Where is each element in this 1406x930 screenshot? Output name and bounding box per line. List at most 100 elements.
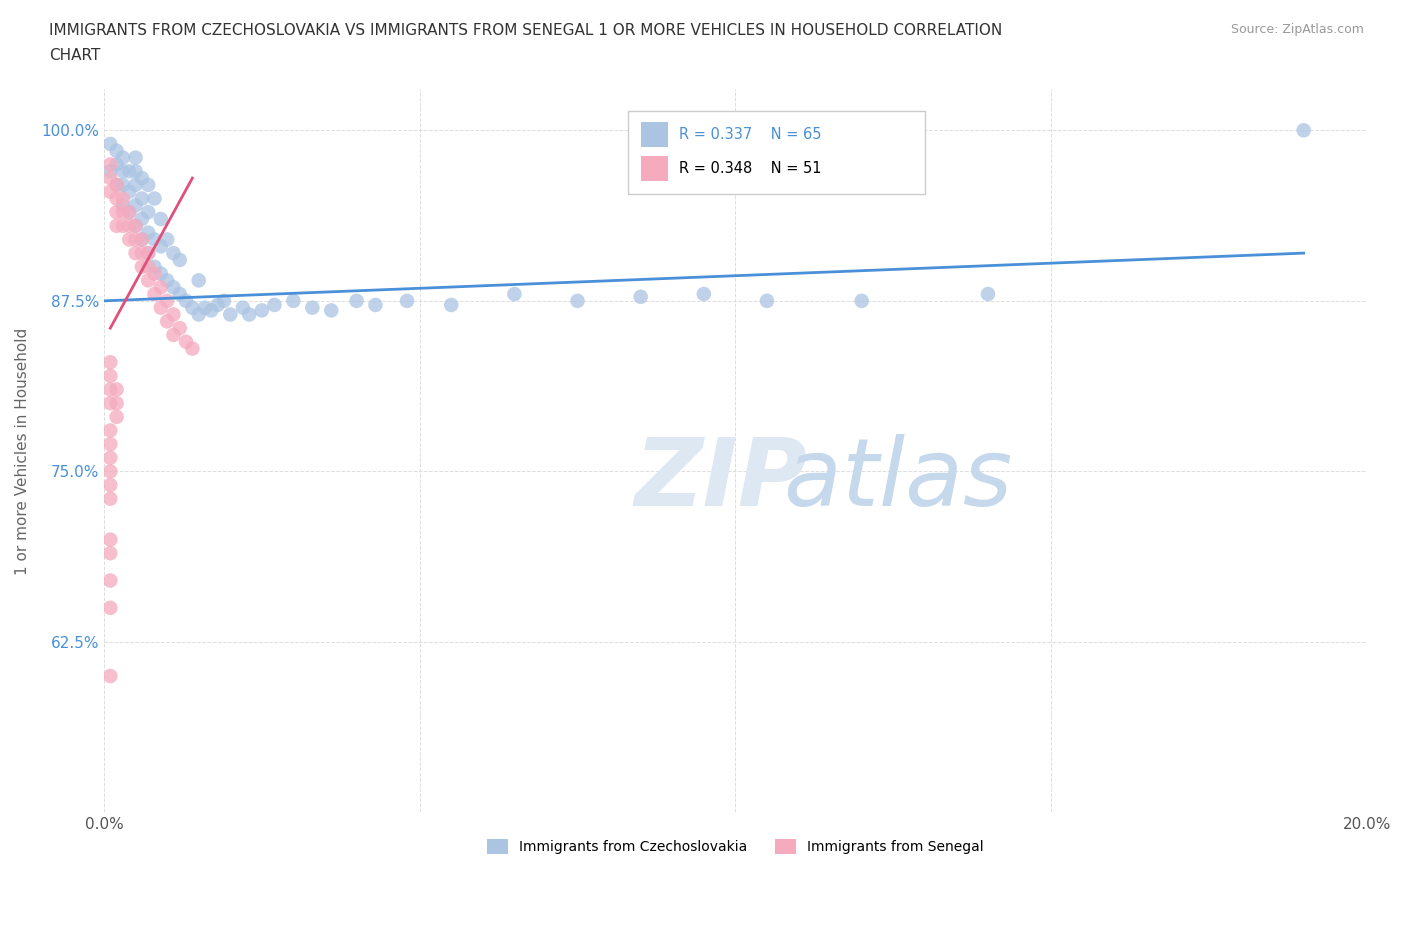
Point — [98, 478, 121, 493]
Point — [131, 232, 153, 246]
Point — [131, 170, 153, 185]
Point — [162, 246, 184, 260]
Point — [131, 191, 153, 206]
FancyBboxPatch shape — [641, 122, 668, 147]
Point — [98, 137, 121, 152]
Point — [149, 211, 172, 226]
Point — [630, 289, 652, 304]
Point — [98, 164, 121, 179]
Point — [124, 219, 146, 233]
Point — [149, 239, 172, 254]
Point — [118, 219, 141, 233]
Text: R = 0.337    N = 65: R = 0.337 N = 65 — [679, 127, 821, 142]
Point — [503, 286, 526, 301]
Point — [105, 205, 128, 219]
Point — [131, 211, 153, 226]
Point — [98, 546, 121, 561]
Point — [118, 164, 141, 179]
Point — [105, 178, 128, 193]
Point — [136, 246, 159, 260]
Text: ZIP: ZIP — [634, 433, 807, 525]
Point — [98, 464, 121, 479]
Point — [118, 205, 141, 219]
Point — [124, 198, 146, 213]
Text: atlas: atlas — [634, 434, 1012, 525]
Point — [169, 252, 191, 267]
Point — [98, 368, 121, 383]
Text: IMMIGRANTS FROM CZECHOSLOVAKIA VS IMMIGRANTS FROM SENEGAL 1 OR MORE VEHICLES IN : IMMIGRANTS FROM CZECHOSLOVAKIA VS IMMIGR… — [49, 23, 1002, 38]
Point — [98, 437, 121, 452]
Point — [98, 396, 121, 411]
Point — [440, 298, 463, 312]
Point — [98, 532, 121, 547]
Point — [169, 321, 191, 336]
Point — [301, 300, 323, 315]
Point — [111, 219, 134, 233]
Point — [187, 272, 209, 287]
Point — [283, 293, 305, 308]
Point — [149, 266, 172, 281]
Point — [131, 259, 153, 274]
Point — [187, 307, 209, 322]
Point — [105, 143, 128, 158]
Point — [111, 150, 134, 165]
Point — [111, 198, 134, 213]
Point — [124, 246, 146, 260]
Point — [124, 164, 146, 179]
Point — [136, 259, 159, 274]
Point — [174, 293, 197, 308]
Point — [118, 205, 141, 219]
Point — [156, 272, 179, 287]
Point — [136, 246, 159, 260]
Point — [977, 286, 1000, 301]
Point — [111, 164, 134, 179]
Point — [396, 293, 419, 308]
Point — [124, 219, 146, 233]
Point — [136, 225, 159, 240]
Point — [143, 232, 166, 246]
Point — [131, 246, 153, 260]
Point — [263, 298, 285, 312]
Point — [162, 280, 184, 295]
Point — [136, 205, 159, 219]
Text: CHART: CHART — [49, 48, 101, 63]
Point — [219, 307, 242, 322]
Point — [346, 293, 368, 308]
Point — [124, 178, 146, 193]
Point — [851, 293, 873, 308]
Point — [169, 286, 191, 301]
Point — [98, 355, 121, 370]
Point — [156, 314, 179, 329]
Point — [143, 191, 166, 206]
Point — [131, 232, 153, 246]
Point — [98, 157, 121, 172]
Point — [111, 191, 134, 206]
Point — [1292, 123, 1315, 138]
Point — [111, 205, 134, 219]
Point — [149, 280, 172, 295]
Point — [181, 300, 204, 315]
Point — [143, 286, 166, 301]
Point — [98, 573, 121, 588]
Point — [118, 184, 141, 199]
Point — [105, 191, 128, 206]
Point — [755, 293, 778, 308]
Point — [98, 601, 121, 616]
Point — [98, 669, 121, 684]
Point — [364, 298, 387, 312]
Point — [124, 150, 146, 165]
Point — [162, 327, 184, 342]
Point — [105, 157, 128, 172]
Point — [156, 293, 179, 308]
Point — [156, 232, 179, 246]
Point — [136, 178, 159, 193]
Point — [98, 423, 121, 438]
Point — [98, 491, 121, 506]
Point — [693, 286, 716, 301]
Point — [567, 293, 589, 308]
Point — [321, 303, 343, 318]
Point — [105, 219, 128, 233]
Point — [143, 259, 166, 274]
Point — [162, 307, 184, 322]
Point — [200, 303, 222, 318]
